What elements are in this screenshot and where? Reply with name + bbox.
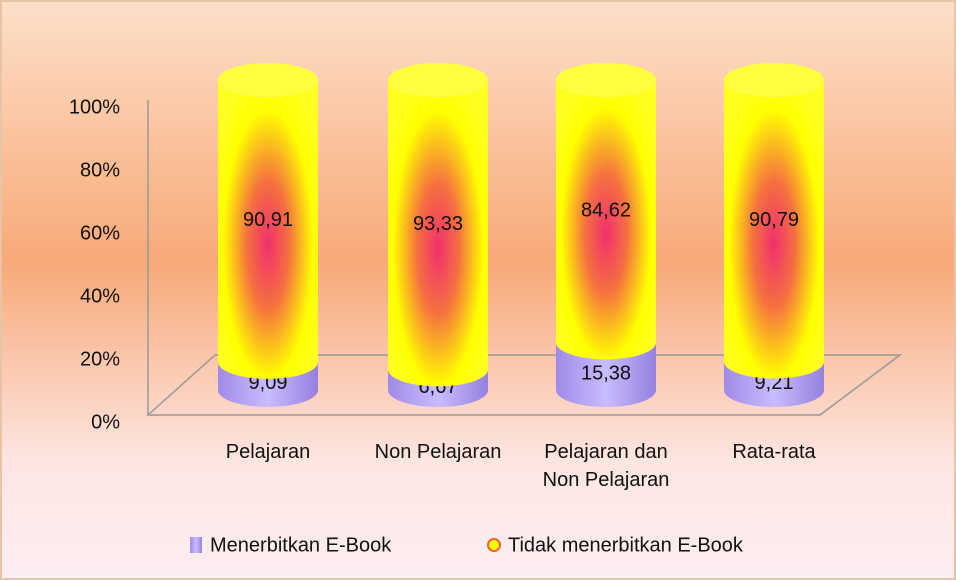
cylinder-segment bbox=[724, 80, 824, 379]
y-tick-label: 0% bbox=[91, 411, 120, 433]
value-label: 90,79 bbox=[749, 209, 799, 231]
y-tick-label: 80% bbox=[80, 159, 120, 181]
legend-marker bbox=[487, 538, 501, 552]
value-label: 84,62 bbox=[581, 199, 631, 221]
x-tick-label: Rata-rata bbox=[732, 441, 816, 463]
y-tick-label: 60% bbox=[80, 222, 120, 244]
cylinder-top bbox=[556, 63, 656, 97]
cylinder-top bbox=[218, 63, 318, 97]
x-tick-label: Pelajaran dan Non Pelajaran bbox=[542, 441, 670, 491]
cylinder-segment bbox=[388, 80, 488, 387]
x-tick-label-box: Non Pelajaran bbox=[374, 441, 502, 463]
y-tick-label: 20% bbox=[80, 348, 120, 370]
cylinder-top bbox=[724, 63, 824, 97]
value-label: 93,33 bbox=[413, 213, 463, 235]
cylinder-segment bbox=[218, 80, 318, 379]
x-tick-label: Pelajaran bbox=[225, 441, 311, 463]
cylinder-segment bbox=[556, 342, 656, 407]
x-tick-label-box: Rata-rata bbox=[732, 441, 816, 463]
legend-label: Menerbitkan E-Book bbox=[210, 534, 392, 556]
cylinder-segment bbox=[218, 361, 318, 407]
x-tick-label: Non Pelajaran bbox=[374, 441, 502, 463]
y-tick-label: 100% bbox=[69, 96, 120, 118]
legend-marker bbox=[190, 537, 202, 553]
value-label: 90,91 bbox=[243, 209, 293, 231]
legend-label: Tidak menerbitkan E-Book bbox=[508, 534, 744, 556]
x-tick-label-box: Pelajaran bbox=[225, 441, 311, 463]
x-tick-label-box: Pelajaran dan Non Pelajaran bbox=[542, 441, 670, 491]
cylinder-segment bbox=[724, 361, 824, 407]
floor bbox=[146, 354, 903, 416]
y-tick-label: 40% bbox=[80, 285, 120, 307]
cylinder-segment bbox=[556, 80, 656, 360]
cylinder-segment bbox=[388, 369, 488, 407]
cylinder-top bbox=[388, 63, 488, 97]
value-label: 15,38 bbox=[581, 362, 631, 384]
